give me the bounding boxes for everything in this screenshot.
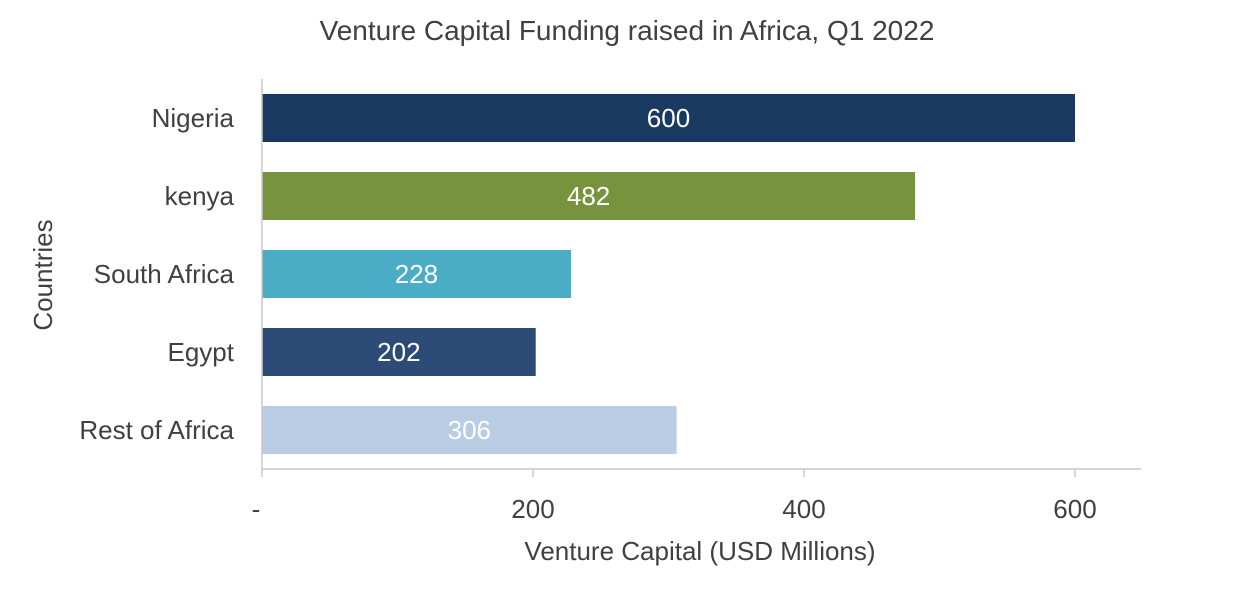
data-label: 600 <box>647 103 690 133</box>
bar-egypt <box>262 328 536 376</box>
bar-rest-of-africa <box>262 406 677 454</box>
category-label: Nigeria <box>152 103 235 133</box>
category-label: Rest of Africa <box>79 415 234 445</box>
x-tick-label: 200 <box>511 494 554 524</box>
x-tick-label: 600 <box>1053 494 1096 524</box>
data-label: 482 <box>567 181 610 211</box>
x-axis-title: Venture Capital (USD Millions) <box>524 536 875 566</box>
bar-south-africa <box>262 250 571 298</box>
chart-title: Venture Capital Funding raised in Africa… <box>320 15 935 46</box>
category-label: South Africa <box>94 259 235 289</box>
bar-kenya <box>262 172 916 220</box>
category-label: Egypt <box>168 337 235 367</box>
bar-nigeria <box>262 94 1075 142</box>
data-label: 306 <box>448 415 491 445</box>
data-label: 228 <box>395 259 438 289</box>
x-tick-label: - <box>252 494 261 524</box>
bars-layer: 600 482 228 202 306 <box>262 94 1075 454</box>
category-label: kenya <box>165 181 235 211</box>
y-axis-title: Countries <box>28 219 58 330</box>
axes-layer: Nigeria kenya South Africa Egypt Rest of Afr… <box>79 79 1141 524</box>
x-tick-label: 400 <box>782 494 825 524</box>
data-label: 202 <box>377 337 420 367</box>
